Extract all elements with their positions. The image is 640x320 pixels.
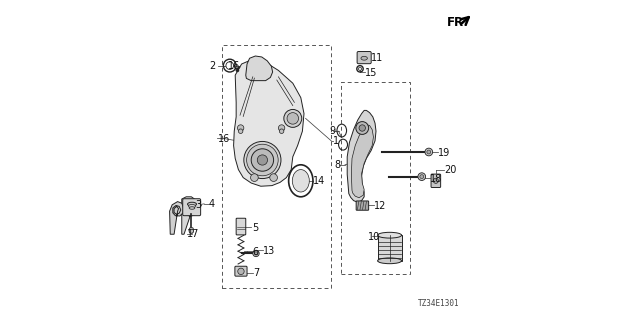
- Circle shape: [270, 174, 278, 181]
- Circle shape: [278, 125, 285, 131]
- FancyBboxPatch shape: [357, 52, 371, 64]
- Circle shape: [257, 155, 268, 165]
- FancyBboxPatch shape: [235, 266, 247, 276]
- Bar: [340, 82, 410, 274]
- Polygon shape: [351, 125, 374, 198]
- Circle shape: [246, 144, 278, 176]
- Ellipse shape: [189, 228, 193, 229]
- Text: 9: 9: [330, 126, 336, 136]
- Circle shape: [253, 250, 259, 257]
- Circle shape: [251, 149, 274, 171]
- Text: 2: 2: [210, 61, 216, 71]
- Circle shape: [418, 173, 426, 180]
- Text: 15: 15: [365, 68, 378, 78]
- Text: 13: 13: [263, 246, 275, 256]
- Bar: [223, 45, 332, 288]
- Text: 10: 10: [368, 232, 380, 243]
- Polygon shape: [182, 197, 199, 234]
- Polygon shape: [234, 59, 304, 186]
- FancyBboxPatch shape: [183, 199, 201, 216]
- Circle shape: [255, 252, 258, 255]
- Text: 17: 17: [187, 229, 200, 239]
- Text: 12: 12: [374, 201, 386, 211]
- Circle shape: [287, 113, 298, 124]
- Ellipse shape: [378, 232, 402, 238]
- Text: 6: 6: [253, 246, 259, 257]
- Text: 19: 19: [438, 148, 450, 158]
- Circle shape: [238, 268, 244, 275]
- Text: 11: 11: [371, 52, 383, 63]
- Text: 18: 18: [430, 173, 443, 184]
- Text: 4: 4: [209, 199, 215, 209]
- Text: TZ34E1301: TZ34E1301: [417, 300, 460, 308]
- Text: 20: 20: [444, 165, 456, 175]
- Circle shape: [236, 69, 239, 72]
- Polygon shape: [246, 56, 273, 81]
- Circle shape: [250, 174, 258, 181]
- Text: 14: 14: [314, 176, 326, 187]
- Text: 7: 7: [253, 268, 259, 278]
- Circle shape: [359, 125, 365, 131]
- Circle shape: [284, 109, 302, 127]
- Circle shape: [420, 175, 424, 179]
- Circle shape: [238, 129, 243, 133]
- FancyBboxPatch shape: [431, 174, 440, 188]
- Text: 16: 16: [228, 61, 240, 71]
- Polygon shape: [170, 202, 184, 234]
- Circle shape: [356, 122, 369, 134]
- Text: 5: 5: [252, 223, 259, 233]
- Ellipse shape: [189, 207, 195, 209]
- Ellipse shape: [361, 56, 367, 60]
- Circle shape: [433, 178, 438, 183]
- Ellipse shape: [378, 258, 402, 264]
- Polygon shape: [347, 110, 376, 202]
- Circle shape: [237, 125, 244, 131]
- Text: 16: 16: [218, 133, 230, 144]
- Ellipse shape: [188, 204, 196, 208]
- Circle shape: [189, 229, 194, 233]
- Circle shape: [244, 141, 281, 179]
- Text: 8: 8: [334, 160, 340, 171]
- Text: 1: 1: [333, 136, 339, 147]
- Ellipse shape: [292, 170, 309, 192]
- Text: 3: 3: [195, 200, 202, 210]
- Ellipse shape: [188, 202, 196, 206]
- Circle shape: [226, 62, 234, 69]
- Bar: [378, 235, 402, 261]
- Circle shape: [425, 148, 433, 156]
- FancyBboxPatch shape: [356, 201, 369, 210]
- Circle shape: [280, 129, 284, 133]
- Circle shape: [358, 67, 362, 70]
- Text: FR.: FR.: [447, 16, 468, 29]
- Circle shape: [427, 150, 431, 154]
- FancyBboxPatch shape: [236, 218, 246, 235]
